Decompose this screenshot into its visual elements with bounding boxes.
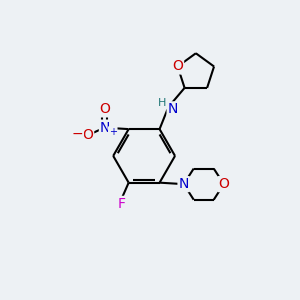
Text: F: F [117, 197, 125, 211]
Text: +: + [109, 127, 117, 137]
Text: O: O [172, 59, 183, 74]
Text: O: O [82, 128, 93, 142]
Text: N: N [100, 121, 110, 135]
Text: O: O [99, 102, 110, 116]
Text: O: O [218, 177, 229, 191]
Text: N: N [178, 177, 189, 191]
Text: H: H [158, 98, 166, 109]
Text: −: − [71, 127, 83, 140]
Text: N: N [168, 102, 178, 116]
